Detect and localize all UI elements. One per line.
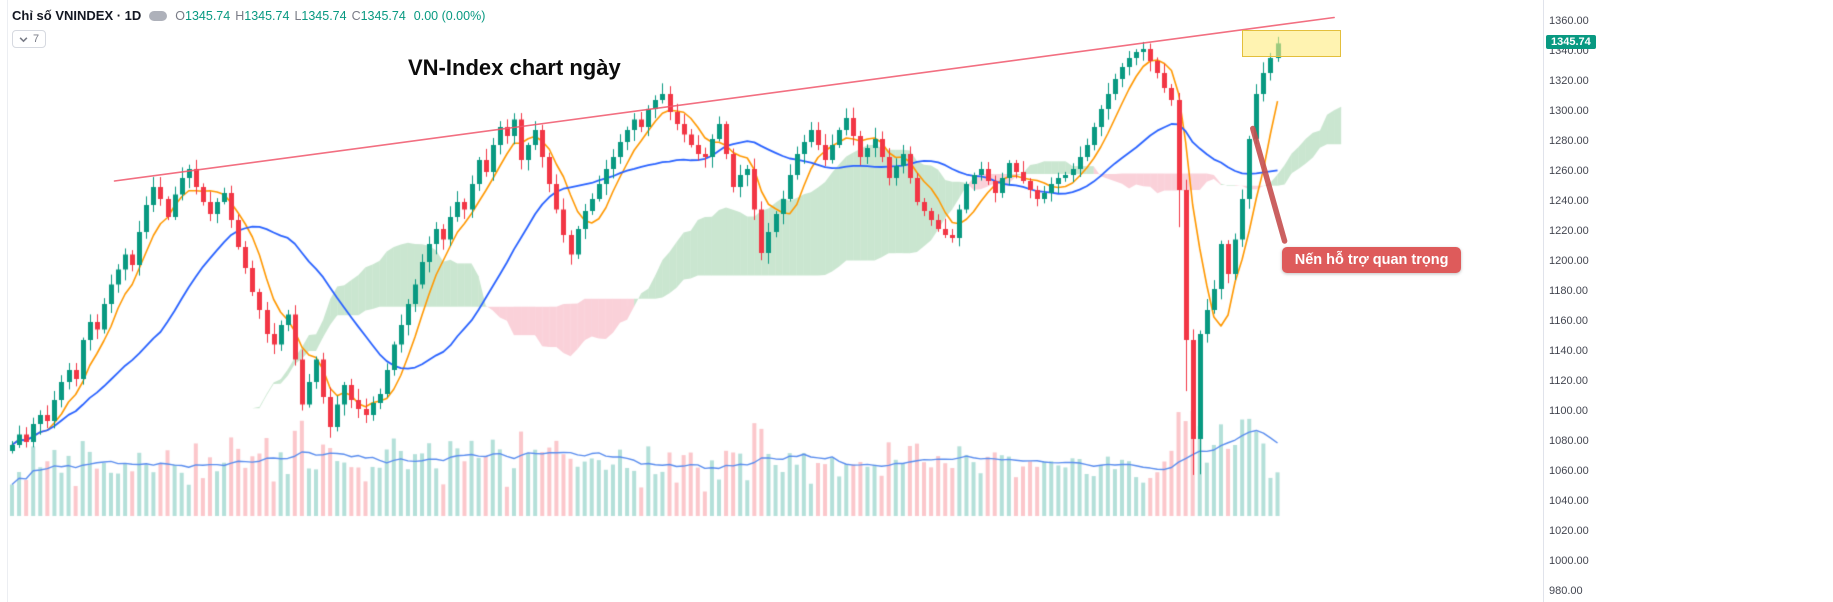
open-value: 1345.74 [185,8,231,23]
open-label: O [175,8,186,23]
price-axis-label: 1200.00 [1549,255,1589,267]
price-axis-label: 1360.00 [1549,15,1589,27]
price-axis-label: 1260.00 [1549,165,1589,177]
price-axis-label: 1020.00 [1549,525,1589,537]
price-axis-label: 1220.00 [1549,225,1589,237]
price-axis-label: 1060.00 [1549,465,1589,477]
pane-left-border [7,0,8,602]
symbol-legend[interactable]: Chỉ số VNINDEX · 1D O1345.74 H1345.74 L1… [12,8,485,23]
price-axis-label: 1180.00 [1549,285,1588,297]
price-axis-label: 980.00 [1549,585,1583,597]
chevron-down-icon [19,36,28,42]
high-label: H [235,8,245,23]
change-value: 0.00 (0.00%) [413,8,486,23]
indicator-count: 7 [33,33,40,45]
close-label: C [351,8,361,23]
symbol-title: Chỉ số VNINDEX · 1D [12,8,142,23]
trendline-drawing[interactable] [113,16,1335,182]
high-value: 1345.74 [244,8,290,23]
price-axis-label: 1140.00 [1549,345,1588,357]
price-axis-label: 1080.00 [1549,435,1589,447]
price-axis-label: 1280.00 [1549,135,1589,147]
low-label: L [294,8,302,23]
price-axis-label: 1300.00 [1549,105,1589,117]
low-value: 1345.74 [301,8,347,23]
price-axis[interactable]: 1345.74 1360.00 1340.00 1320.00 1300.00 1280… [1543,0,1605,602]
ohlc-values: O1345.74 H1345.74 L1345.74 C1345.74 0.00… [175,9,485,23]
highlight-box-drawing[interactable] [1242,29,1342,57]
arrow-drawing[interactable] [1250,125,1288,244]
last-price-badge: 1345.74 [1546,35,1596,50]
price-axis-label: 1240.00 [1549,195,1589,207]
chart-title-annotation[interactable]: VN-Index chart ngày [408,55,621,80]
price-axis-label: 1120.00 [1549,375,1588,387]
price-axis-label: 1100.00 [1549,405,1588,417]
price-axis-label: 1160.00 [1549,315,1588,327]
support-callout[interactable]: Nến hỗ trợ quan trọng [1281,247,1462,273]
price-axis-label: 1040.00 [1549,495,1589,507]
price-axis-label: 1320.00 [1549,75,1589,87]
price-axis-label: 1000.00 [1549,555,1589,567]
indicators-collapse-button[interactable]: 7 [12,30,47,48]
close-value: 1345.74 [360,8,406,23]
legend-status-icon[interactable] [149,10,168,21]
